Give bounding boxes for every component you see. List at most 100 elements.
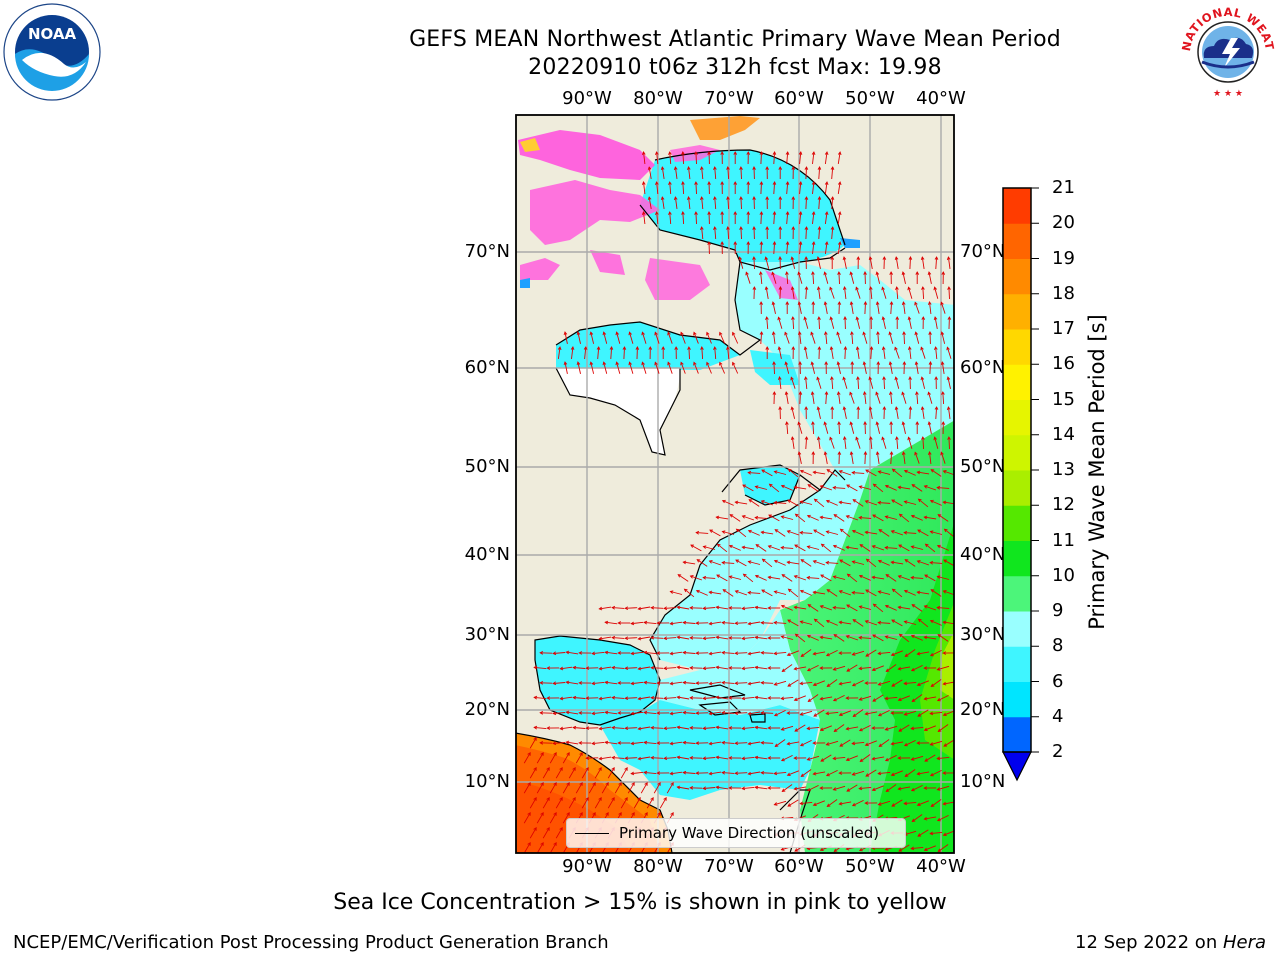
direction-arrowhead (846, 668, 851, 672)
direction-arrowhead (591, 711, 596, 716)
direction-arrow (911, 755, 924, 761)
direction-arrow (722, 652, 735, 654)
direction-arrow (831, 196, 834, 210)
direction-arrow (922, 286, 925, 300)
direction-arrow (772, 302, 776, 314)
direction-arrowhead (845, 757, 850, 761)
direction-arrow (938, 724, 949, 732)
direction-arrow (616, 362, 621, 374)
direction-arrowhead (786, 711, 791, 715)
direction-arrowhead (707, 241, 711, 245)
direction-arrowhead (682, 710, 687, 715)
direction-arrow (727, 346, 730, 360)
direction-arrow (856, 347, 860, 359)
direction-arrow (529, 827, 537, 839)
direction-arrow (654, 362, 660, 374)
direction-arrow (899, 513, 910, 523)
direction-arrowhead (921, 316, 926, 320)
direction-arrowhead (729, 514, 734, 518)
direction-arrowhead (837, 211, 842, 216)
direction-arrowhead (846, 604, 850, 608)
direction-arrow (812, 241, 815, 255)
direction-arrow (872, 634, 884, 642)
direction-arrowhead (940, 331, 945, 336)
direction-arrowhead (726, 196, 730, 200)
direction-arrowhead (611, 755, 616, 760)
direction-arrowhead (830, 226, 835, 230)
direction-arrowhead (837, 421, 841, 425)
direction-arrow (722, 712, 735, 714)
direction-arrow (934, 317, 938, 329)
direction-arrow (674, 197, 678, 209)
direction-arrowhead (624, 636, 629, 641)
direction-arrowhead (806, 634, 811, 639)
direction-arrowhead (734, 741, 739, 746)
direction-arrowhead (746, 151, 751, 155)
direction-arrowhead (778, 406, 782, 410)
colorbar-tick-label: 2 (1052, 741, 1064, 762)
direction-arrowhead (901, 391, 905, 396)
direction-arrowhead (903, 801, 908, 806)
direction-arrowhead (889, 421, 893, 425)
direction-arrowhead (772, 181, 777, 185)
sea-ice-patches (518, 116, 860, 300)
direction-arrowhead (624, 666, 629, 671)
direction-arrowhead (929, 711, 934, 716)
direction-arrow (773, 241, 776, 255)
direction-arrowhead (819, 666, 824, 670)
direction-arrow (791, 257, 796, 269)
direction-arrow (863, 362, 867, 374)
direction-arrowhead (726, 166, 730, 170)
direction-arrowhead (855, 286, 859, 291)
direction-arrow (786, 211, 789, 225)
direction-arrowhead (811, 271, 815, 275)
direction-arrow (716, 516, 729, 520)
direction-arrow (904, 681, 917, 685)
direction-arrowhead (713, 226, 717, 230)
direction-arrowhead (755, 544, 760, 548)
direction-arrowhead (660, 166, 665, 171)
direction-arrowhead (565, 680, 570, 685)
colorbar-tick-label: 6 (1052, 670, 1064, 692)
direction-arrowhead (650, 755, 655, 760)
direction-arrowhead (877, 590, 882, 594)
direction-arrow (605, 651, 618, 655)
direction-arrow (817, 407, 821, 419)
direction-arrowhead (765, 316, 769, 320)
direction-arrow (839, 801, 852, 805)
direction-arrow (781, 574, 793, 582)
direction-arrowhead (772, 391, 777, 395)
direction-arrow (904, 501, 917, 505)
direction-arrow (837, 212, 841, 224)
direction-arrow (826, 649, 838, 657)
direction-arrowhead (641, 181, 646, 185)
direction-arrow (839, 501, 852, 505)
direction-arrow (918, 618, 929, 628)
direction-arrow (735, 652, 748, 654)
direction-arrow (748, 499, 760, 507)
direction-arrow (716, 786, 729, 790)
direction-arrow (805, 226, 807, 240)
direction-arrowhead (817, 196, 822, 200)
direction-arrow (677, 786, 690, 790)
direction-arrow (664, 727, 677, 729)
direction-arrow (592, 651, 605, 655)
direction-arrowhead (839, 528, 844, 533)
direction-arrow (638, 666, 651, 670)
direction-arrow (876, 422, 881, 434)
direction-arrowhead (812, 771, 817, 776)
direction-arrow (820, 754, 832, 762)
direction-arrowhead (559, 796, 563, 801)
direction-arrowhead (546, 696, 551, 700)
direction-arrowhead (824, 211, 829, 215)
direction-arrowhead (637, 636, 642, 641)
direction-arrowhead (539, 651, 544, 655)
direction-arrowhead (910, 787, 915, 792)
direction-arrow (935, 346, 938, 360)
direction-arrow (860, 754, 871, 762)
direction-arrow (905, 649, 916, 657)
direction-arrowhead (663, 606, 668, 611)
western-atlantic-water (650, 470, 870, 670)
direction-arrowhead (793, 575, 798, 579)
direction-arrowhead (929, 499, 934, 504)
